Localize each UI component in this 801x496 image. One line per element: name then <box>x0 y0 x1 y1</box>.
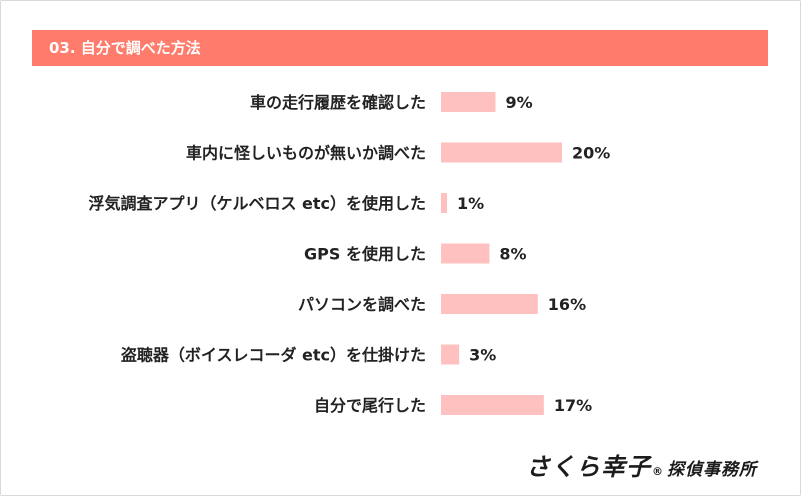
value-label: 8% <box>499 245 526 264</box>
value-label: 1% <box>457 194 484 213</box>
bar <box>441 142 562 163</box>
value-label: 9% <box>505 93 532 112</box>
bar <box>441 344 460 365</box>
category-label: パソコンを調べた <box>298 295 426 314</box>
category-label: 自分で尾行した <box>314 396 426 415</box>
brand-logo: さくら幸子® 探偵事務所 <box>526 447 757 481</box>
brand-name: さくら幸子 <box>526 452 651 481</box>
registered-mark: ® <box>652 465 663 478</box>
value-label: 17% <box>554 396 592 415</box>
category-label: 浮気調査アプリ（ケルベロス etc）を使用した <box>88 194 426 213</box>
category-label: 車内に怪しいものが無いか調べた <box>186 144 426 163</box>
category-label: GPS を使用した <box>304 245 426 264</box>
section-title: 03. 自分で調べた方法 <box>49 39 201 57</box>
brand-subtitle: 探偵事務所 <box>667 460 757 480</box>
bar <box>441 395 544 415</box>
bar <box>441 92 496 112</box>
value-label: 20% <box>572 144 610 163</box>
bar <box>441 193 448 213</box>
category-label: 盗聴器（ボイスレコーダ etc）を仕掛けた <box>121 346 426 365</box>
value-label: 16% <box>548 295 586 314</box>
bar <box>441 243 490 264</box>
category-label: 車の走行履歴を確認した <box>250 93 426 112</box>
section-header: 03. 自分で調べた方法 <box>32 30 768 66</box>
value-label: 3% <box>469 346 496 365</box>
bar <box>441 294 538 314</box>
